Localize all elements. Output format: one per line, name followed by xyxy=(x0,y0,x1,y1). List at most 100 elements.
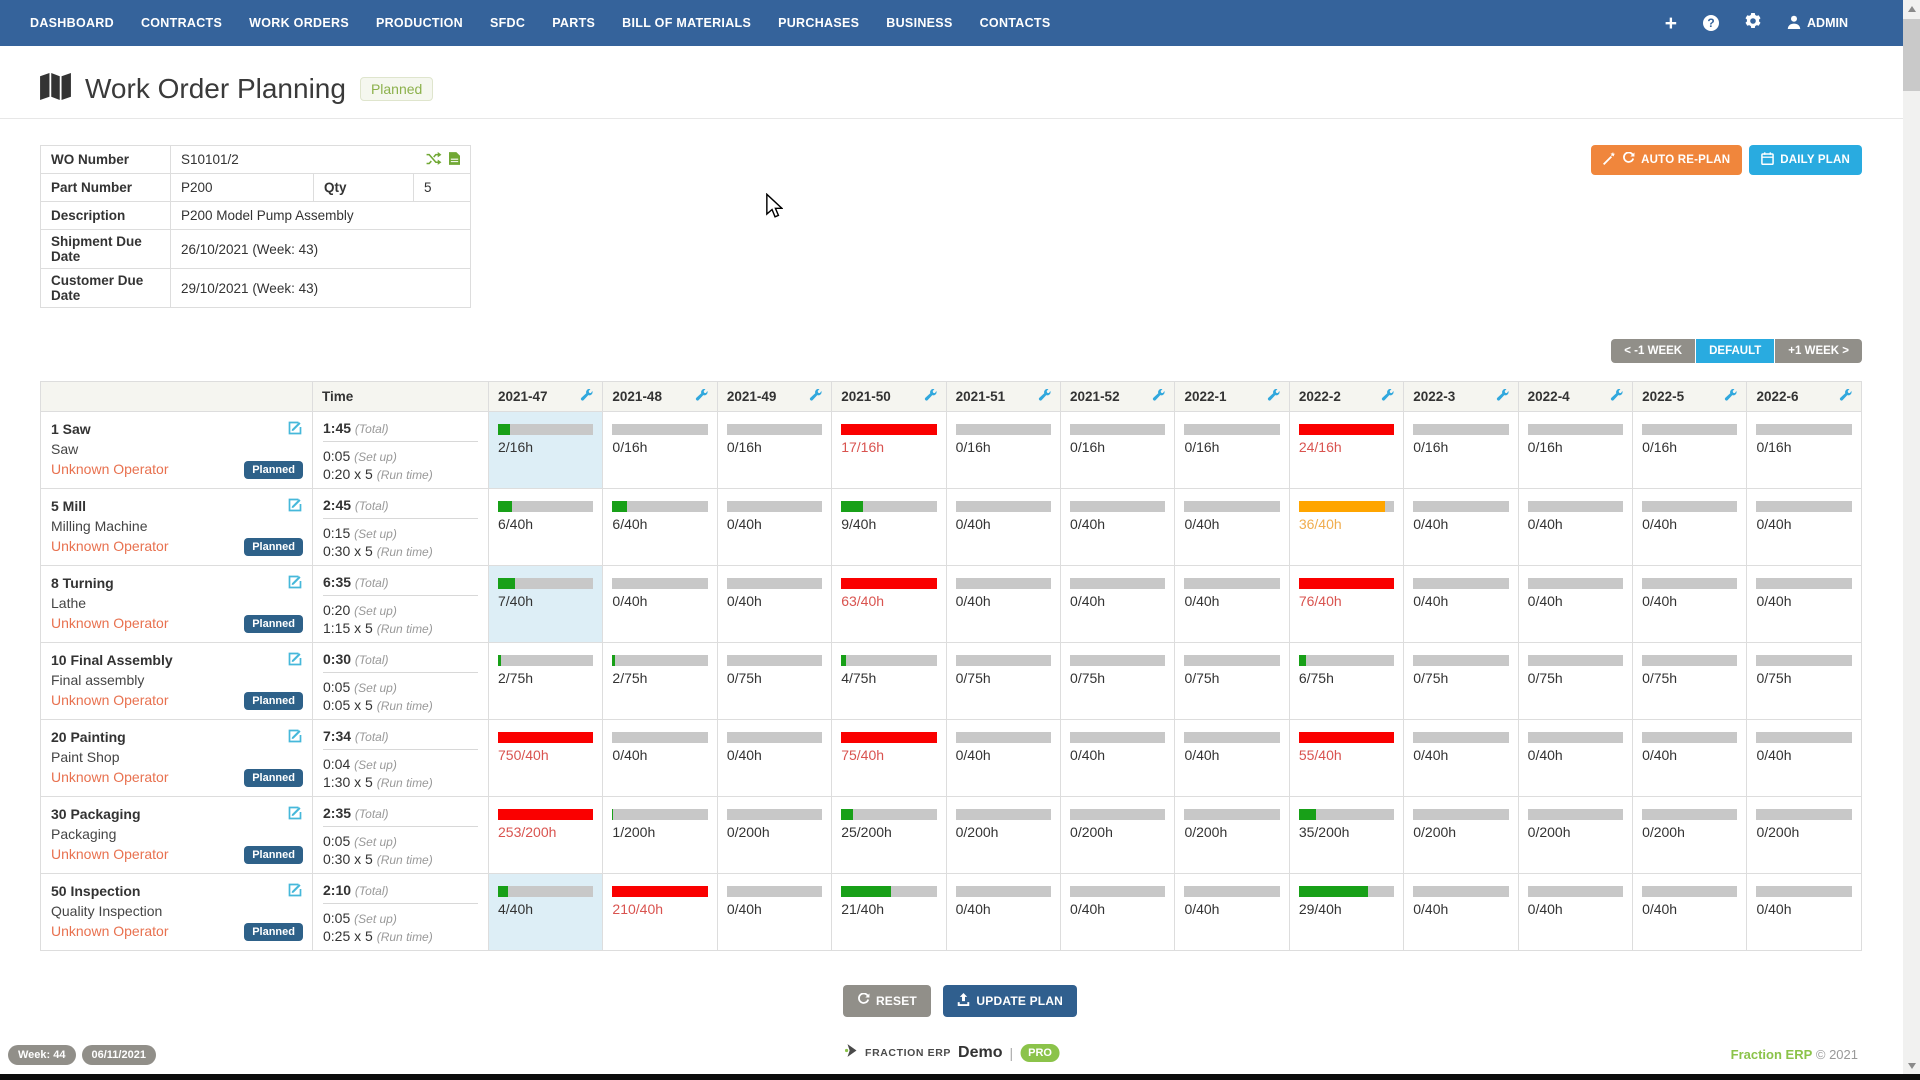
nav-item-contacts[interactable]: CONTACTS xyxy=(979,16,1051,30)
week-load-cell[interactable]: 0/200h xyxy=(1174,796,1290,874)
week-load-cell[interactable]: 0/75h xyxy=(1174,642,1290,720)
week-load-cell[interactable]: 0/16h xyxy=(1746,411,1862,489)
operator-link[interactable]: Unknown Operator xyxy=(51,538,169,554)
week-load-cell[interactable]: 2/75h xyxy=(602,642,718,720)
week-load-cell[interactable]: 0/200h xyxy=(716,796,833,874)
week-load-cell[interactable]: 4/75h xyxy=(831,642,947,720)
edit-operation-icon[interactable] xyxy=(287,805,303,826)
add-icon[interactable]: + xyxy=(1664,11,1678,35)
week-load-cell[interactable]: 0/75h xyxy=(1517,642,1634,720)
next-week-button[interactable]: +1 WEEK > xyxy=(1775,339,1862,363)
week-load-cell[interactable]: 0/40h xyxy=(1632,873,1748,951)
week-load-cell[interactable]: 210/40h xyxy=(602,873,718,951)
operator-link[interactable]: Unknown Operator xyxy=(51,769,169,785)
wrench-icon[interactable] xyxy=(580,388,593,405)
week-load-cell[interactable]: 2/75h xyxy=(487,642,604,720)
week-load-cell[interactable]: 0/40h xyxy=(602,565,718,643)
operator-link[interactable]: Unknown Operator xyxy=(51,923,169,939)
gear-icon[interactable] xyxy=(1745,12,1761,34)
week-load-cell[interactable]: 0/40h xyxy=(1060,565,1176,643)
week-load-cell[interactable]: 75/40h xyxy=(831,719,947,797)
week-load-cell[interactable]: 0/16h xyxy=(1174,411,1290,489)
week-load-cell[interactable]: 253/200h xyxy=(487,796,604,874)
week-load-cell[interactable]: 0/40h xyxy=(1517,565,1634,643)
week-load-cell[interactable]: 0/40h xyxy=(945,873,1062,951)
week-load-cell[interactable]: 0/40h xyxy=(1174,565,1290,643)
wrench-icon[interactable] xyxy=(1724,388,1738,405)
nav-item-sfdc[interactable]: SFDC xyxy=(489,16,526,30)
week-load-cell[interactable]: 0/40h xyxy=(1746,873,1862,951)
document-icon[interactable] xyxy=(449,151,461,168)
edit-operation-icon[interactable] xyxy=(287,882,303,903)
edit-operation-icon[interactable] xyxy=(287,651,303,672)
week-load-cell[interactable]: 0/40h xyxy=(1746,565,1862,643)
week-load-cell[interactable]: 0/200h xyxy=(1746,796,1862,874)
week-load-cell[interactable]: 0/200h xyxy=(1403,796,1519,874)
nav-item-bill-of-materials[interactable]: BILL OF MATERIALS xyxy=(622,16,752,30)
week-load-cell[interactable]: 0/40h xyxy=(1403,488,1519,566)
auto-replan-button[interactable]: AUTO RE-PLAN xyxy=(1591,145,1743,175)
week-load-cell[interactable]: 0/40h xyxy=(945,565,1062,643)
week-load-cell[interactable]: 0/40h xyxy=(1403,565,1519,643)
nav-item-dashboard[interactable]: DASHBOARD xyxy=(30,16,114,30)
nav-item-contracts[interactable]: CONTRACTS xyxy=(140,16,223,30)
update-plan-button[interactable]: UPDATE PLAN xyxy=(943,985,1078,1017)
week-load-cell[interactable]: 6/75h xyxy=(1288,642,1405,720)
help-icon[interactable]: ? xyxy=(1703,15,1720,31)
week-load-cell[interactable]: 0/40h xyxy=(1403,873,1519,951)
week-load-cell[interactable]: 0/16h xyxy=(1060,411,1176,489)
wrench-icon[interactable] xyxy=(809,388,822,405)
scroll-up-arrow[interactable] xyxy=(1903,0,1920,17)
week-load-cell[interactable]: 0/40h xyxy=(945,719,1062,797)
week-load-cell[interactable]: 2/16h xyxy=(487,411,604,489)
week-load-cell[interactable]: 21/40h xyxy=(831,873,947,951)
week-load-cell[interactable]: 35/200h xyxy=(1288,796,1405,874)
nav-item-parts[interactable]: PARTS xyxy=(552,16,596,30)
nav-item-purchases[interactable]: PURCHASES xyxy=(778,16,860,30)
week-load-cell[interactable]: 0/40h xyxy=(1174,873,1290,951)
scrollbar-thumb[interactable] xyxy=(1903,19,1920,91)
week-load-cell[interactable]: 0/75h xyxy=(1632,642,1748,720)
week-load-cell[interactable]: 6/40h xyxy=(487,488,604,566)
week-load-cell[interactable]: 0/200h xyxy=(1632,796,1748,874)
week-load-cell[interactable]: 63/40h xyxy=(831,565,947,643)
week-load-cell[interactable]: 0/40h xyxy=(1174,719,1290,797)
week-load-cell[interactable]: 0/40h xyxy=(1632,488,1748,566)
week-load-cell[interactable]: 750/40h xyxy=(487,719,604,797)
week-load-cell[interactable]: 0/40h xyxy=(602,719,718,797)
week-load-cell[interactable]: 55/40h xyxy=(1288,719,1405,797)
page-scrollbar[interactable] xyxy=(1903,0,1920,1074)
week-load-cell[interactable]: 0/75h xyxy=(1060,642,1176,720)
operator-link[interactable]: Unknown Operator xyxy=(51,846,169,862)
prev-week-button[interactable]: < -1 WEEK xyxy=(1611,339,1697,363)
wrench-icon[interactable] xyxy=(1152,388,1165,405)
week-load-cell[interactable]: 0/16h xyxy=(945,411,1062,489)
week-load-cell[interactable]: 0/40h xyxy=(1060,873,1176,951)
week-load-cell[interactable]: 0/75h xyxy=(716,642,833,720)
wrench-icon[interactable] xyxy=(1496,388,1509,405)
week-load-cell[interactable]: 0/40h xyxy=(716,873,833,951)
wrench-icon[interactable] xyxy=(1381,388,1394,405)
week-load-cell[interactable]: 0/40h xyxy=(1517,488,1634,566)
shuffle-icon[interactable] xyxy=(426,151,442,168)
week-load-cell[interactable]: 0/40h xyxy=(1632,565,1748,643)
default-week-button[interactable]: DEFAULT xyxy=(1696,339,1776,363)
week-load-cell[interactable]: 0/40h xyxy=(1746,719,1862,797)
wrench-icon[interactable] xyxy=(695,388,708,405)
edit-operation-icon[interactable] xyxy=(287,420,303,441)
operator-link[interactable]: Unknown Operator xyxy=(51,692,169,708)
nav-item-business[interactable]: BUSINESS xyxy=(886,16,953,30)
week-load-cell[interactable]: 29/40h xyxy=(1288,873,1405,951)
week-load-cell[interactable]: 6/40h xyxy=(602,488,718,566)
edit-operation-icon[interactable] xyxy=(287,574,303,595)
week-load-cell[interactable]: 0/16h xyxy=(602,411,718,489)
week-load-cell[interactable]: 0/40h xyxy=(1174,488,1290,566)
week-load-cell[interactable]: 0/40h xyxy=(1060,719,1176,797)
week-load-cell[interactable]: 25/200h xyxy=(831,796,947,874)
week-load-cell[interactable]: 0/75h xyxy=(945,642,1062,720)
week-load-cell[interactable]: 0/40h xyxy=(1632,719,1748,797)
week-load-cell[interactable]: 0/16h xyxy=(1632,411,1748,489)
admin-menu[interactable]: ADMIN xyxy=(1787,15,1848,32)
operator-link[interactable]: Unknown Operator xyxy=(51,461,169,477)
week-load-cell[interactable]: 0/40h xyxy=(1746,488,1862,566)
